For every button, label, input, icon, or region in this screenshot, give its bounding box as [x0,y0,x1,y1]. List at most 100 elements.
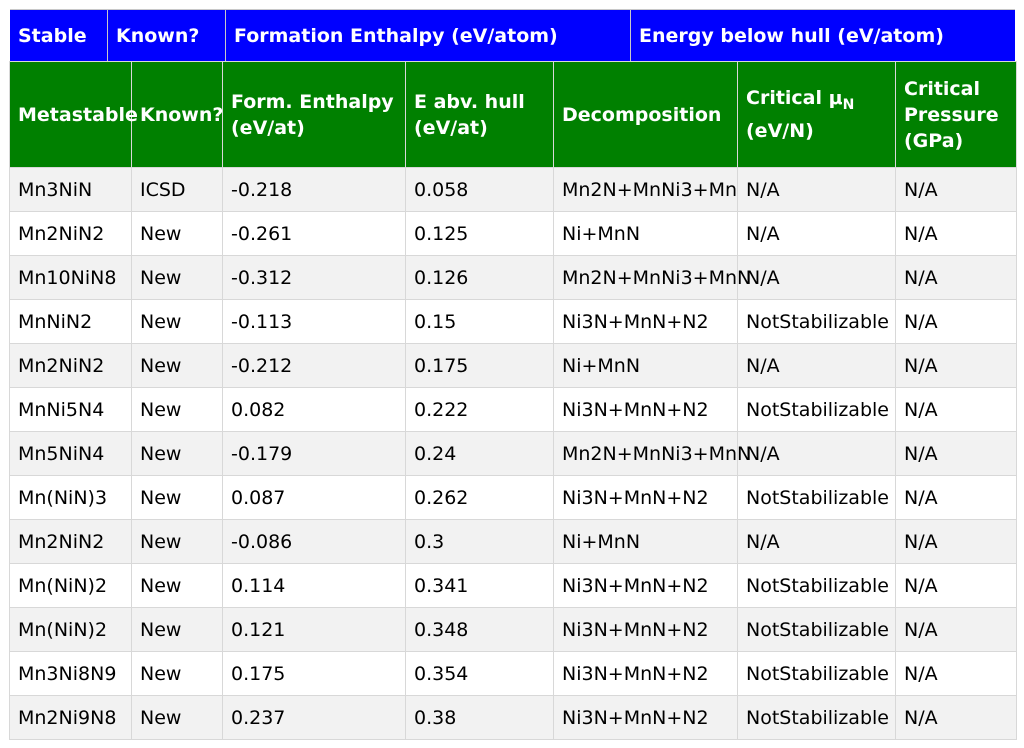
table-row: Mn(NiN)3 New 0.087 0.262 Ni3N+MnN+N2 NotStabi… [9,475,1017,520]
table-row: Mn2NiN2 New -0.086 0.3 Ni+MnN N/A N/A [9,519,1017,564]
table-row: Mn2NiN2 New -0.212 0.175 Ni+MnN N/A N/A [9,343,1017,388]
cell-ehull: 0.24 [405,431,554,476]
cell-formula: Mn2NiN2 [9,211,132,256]
cell-formula: Mn3NiN [9,167,132,212]
cell-enthalpy: -0.113 [222,299,406,344]
cell-critical-mu: N/A [737,431,896,476]
cell-known: New [131,563,223,608]
cell-decomposition: Ni3N+MnN+N2 [553,475,738,520]
cell-critical-pressure: N/A [895,695,1017,740]
cell-critical-mu: N/A [737,167,896,212]
cell-known: New [131,651,223,696]
header-e-abv-hull[interactable]: E abv. hull (eV/at) [405,61,554,168]
cell-enthalpy: 0.237 [222,695,406,740]
header-metastable[interactable]: Metastable [9,61,138,168]
header-known[interactable]: Known? [108,10,226,61]
cell-ehull: 0.175 [405,343,554,388]
header-form-enthalpy[interactable]: Form. Enthalpy (eV/at) [222,61,406,168]
cell-decomposition: Ni3N+MnN+N2 [553,299,738,344]
header-critical-pressure[interactable]: Critical Pressure (GPa) [895,61,1017,168]
header-formation-enthalpy[interactable]: Formation Enthalpy (eV/atom) [226,10,631,61]
cell-formula: Mn(NiN)2 [9,563,132,608]
cell-decomposition: Ni3N+MnN+N2 [553,651,738,696]
cell-formula: Mn(NiN)2 [9,607,132,652]
cell-critical-pressure: N/A [895,431,1017,476]
cell-critical-mu: N/A [737,519,896,564]
cell-decomposition: Ni+MnN [553,343,738,388]
header-known[interactable]: Known? [131,61,223,168]
cell-decomposition: Ni3N+MnN+N2 [553,387,738,432]
header-stable[interactable]: Stable [10,10,108,61]
header-unit: (eV/at) [414,116,488,139]
cell-ehull: 0.262 [405,475,554,520]
table-row: Mn2Ni9N8 New 0.237 0.38 Ni3N+MnN+N2 NotStabil… [9,695,1017,740]
cell-critical-mu: NotStabilizable [737,387,896,432]
cell-decomposition: Mn2N+MnNi3+Mn [553,167,738,212]
header-label: E abv. hull [414,90,525,113]
cell-known: New [131,431,223,476]
cell-formula: Mn5NiN4 [9,431,132,476]
cell-formula: Mn3Ni8N9 [9,651,132,696]
cell-formula: Mn10NiN8 [9,255,132,300]
cell-known: New [131,387,223,432]
cell-known: New [131,475,223,520]
cell-critical-pressure: N/A [895,255,1017,300]
metastable-table: Metastable Known? Form. Enthalpy (eV/at)… [9,61,1017,740]
cell-decomposition: Ni3N+MnN+N2 [553,563,738,608]
cell-ehull: 0.341 [405,563,554,608]
cell-critical-pressure: N/A [895,475,1017,520]
cell-ehull: 0.348 [405,607,554,652]
metastable-header-row: Metastable Known? Form. Enthalpy (eV/at)… [9,61,1017,168]
cell-critical-pressure: N/A [895,387,1017,432]
cell-enthalpy: 0.121 [222,607,406,652]
cell-enthalpy: -0.212 [222,343,406,388]
cell-formula: Mn2NiN2 [9,519,132,564]
cell-known: New [131,519,223,564]
cell-critical-mu: NotStabilizable [737,563,896,608]
cell-enthalpy: 0.114 [222,563,406,608]
cell-enthalpy: 0.087 [222,475,406,520]
metastable-rows: Mn3NiN ICSD -0.218 0.058 Mn2N+MnNi3+Mn N/A N/A… [9,167,1017,740]
cell-critical-pressure: N/A [895,563,1017,608]
cell-known: New [131,607,223,652]
cell-formula: Mn(NiN)3 [9,475,132,520]
cell-ehull: 0.222 [405,387,554,432]
cell-critical-pressure: N/A [895,519,1017,564]
cell-critical-mu: NotStabilizable [737,299,896,344]
table-row: Mn3NiN ICSD -0.218 0.058 Mn2N+MnNi3+Mn N/A N/A [9,167,1017,212]
cell-critical-pressure: N/A [895,167,1017,212]
cell-enthalpy: -0.179 [222,431,406,476]
cell-known: ICSD [131,167,223,212]
cell-critical-pressure: N/A [895,299,1017,344]
stable-table-header: Stable Known? Formation Enthalpy (eV/ato… [10,9,1015,61]
cell-ehull: 0.38 [405,695,554,740]
table-row: MnNi5N4 New 0.082 0.222 Ni3N+MnN+N2 NotStabil… [9,387,1017,432]
header-decomposition[interactable]: Decomposition [553,61,738,168]
cell-known: New [131,299,223,344]
cell-ehull: 0.058 [405,167,554,212]
table-row: Mn5NiN4 New -0.179 0.24 Mn2N+MnNi3+MnN N/A N/A [9,431,1017,476]
header-label: Critical μ [746,87,843,110]
cell-ehull: 0.126 [405,255,554,300]
cell-critical-mu: NotStabilizable [737,695,896,740]
header-label: Critical [904,77,981,100]
cell-enthalpy: -0.312 [222,255,406,300]
table-row: Mn3Ni8N9 New 0.175 0.354 Ni3N+MnN+N2 NotStabi… [9,651,1017,696]
cell-enthalpy: -0.086 [222,519,406,564]
cell-critical-mu: N/A [737,211,896,256]
header-energy-below-hull[interactable]: Energy below hull (eV/atom) [639,24,944,47]
cell-formula: Mn2Ni9N8 [9,695,132,740]
cell-critical-mu: NotStabilizable [737,607,896,652]
cell-decomposition: Ni+MnN [553,211,738,256]
header-unit: (eV/at) [231,116,305,139]
header-critical-mu[interactable]: Critical μN (eV/N) [737,61,896,168]
cell-critical-mu: NotStabilizable [737,475,896,520]
cell-enthalpy: -0.218 [222,167,406,212]
table-row: MnNiN2 New -0.113 0.15 Ni3N+MnN+N2 NotStabili… [9,299,1017,344]
cell-ehull: 0.125 [405,211,554,256]
header-unit: (eV/N) [746,119,814,142]
cell-enthalpy: -0.261 [222,211,406,256]
cell-known: New [131,695,223,740]
cell-critical-pressure: N/A [895,211,1017,256]
